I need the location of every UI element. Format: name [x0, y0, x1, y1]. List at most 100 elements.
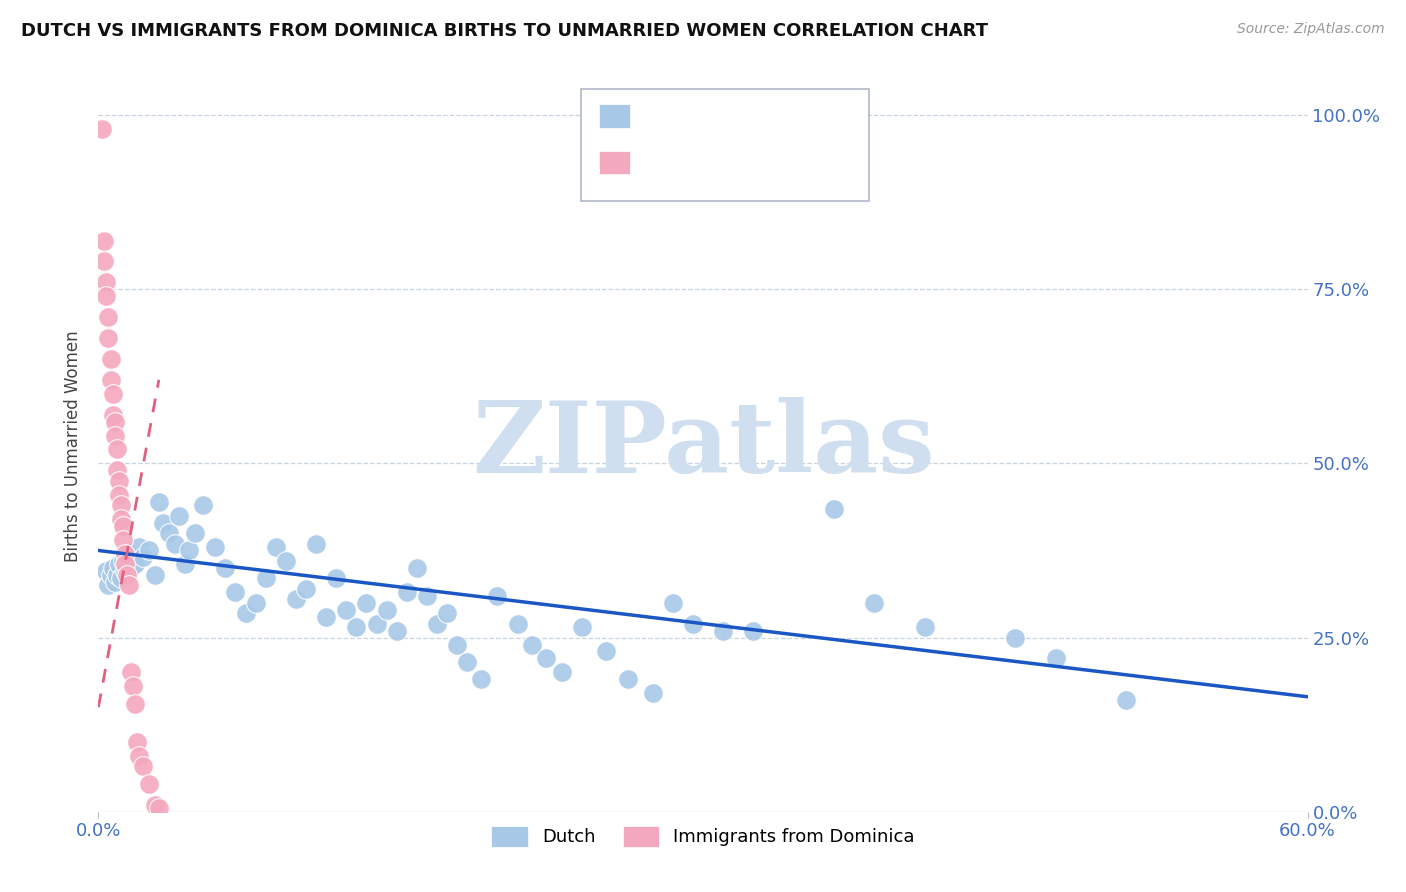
- Point: [335, 603, 357, 617]
- Point: [111, 554, 134, 568]
- Point: [456, 655, 478, 669]
- Point: [111, 533, 134, 547]
- Point: [101, 386, 124, 401]
- Point: [174, 558, 197, 572]
- Point: [446, 638, 468, 652]
- Point: [143, 567, 166, 582]
- Point: [711, 624, 734, 638]
- Point: [167, 508, 190, 523]
- Point: [103, 428, 125, 442]
- Point: [325, 571, 347, 585]
- Point: [115, 567, 138, 582]
- Point: [506, 616, 529, 631]
- Text: N = 72: N = 72: [778, 107, 838, 125]
- Point: [124, 697, 146, 711]
- Point: [128, 749, 150, 764]
- Point: [91, 122, 114, 136]
- Text: N = 34: N = 34: [778, 153, 838, 171]
- Legend: Dutch, Immigrants from Dominica: Dutch, Immigrants from Dominica: [484, 819, 922, 854]
- Point: [120, 561, 142, 575]
- Point: [152, 516, 174, 530]
- Point: [103, 574, 125, 589]
- Point: [264, 540, 287, 554]
- Point: [823, 501, 845, 516]
- Point: [356, 596, 378, 610]
- Point: [315, 609, 337, 624]
- Point: [416, 589, 439, 603]
- Point: [111, 519, 134, 533]
- Point: [1115, 693, 1137, 707]
- Point: [121, 679, 143, 693]
- Point: [682, 616, 704, 631]
- Point: [148, 801, 170, 815]
- Point: [143, 797, 166, 812]
- Point: [107, 488, 129, 502]
- Point: [100, 373, 122, 387]
- Point: [124, 558, 146, 572]
- Point: [204, 540, 226, 554]
- Point: [105, 567, 128, 582]
- Point: [641, 686, 664, 700]
- Point: [395, 585, 418, 599]
- Point: [436, 606, 458, 620]
- Point: [96, 565, 118, 579]
- Point: [163, 536, 186, 550]
- Point: [103, 415, 125, 429]
- Point: [118, 547, 141, 561]
- Point: [1004, 631, 1026, 645]
- Point: [132, 759, 155, 773]
- Point: [274, 554, 297, 568]
- Point: [193, 498, 215, 512]
- Point: [520, 638, 543, 652]
- Point: [110, 571, 132, 585]
- Point: [224, 585, 246, 599]
- Point: [96, 275, 118, 289]
- Point: [132, 550, 155, 565]
- Point: [97, 578, 120, 592]
- Point: [107, 558, 129, 572]
- Text: DUTCH VS IMMIGRANTS FROM DOMINICA BIRTHS TO UNMARRIED WOMEN CORRELATION CHART: DUTCH VS IMMIGRANTS FROM DOMINICA BIRTHS…: [21, 22, 988, 40]
- Point: [105, 463, 128, 477]
- Point: [661, 596, 683, 610]
- Point: [105, 442, 128, 457]
- Point: [184, 526, 207, 541]
- Point: [235, 606, 257, 620]
- Point: [97, 310, 120, 325]
- Text: R = -0.458: R = -0.458: [638, 107, 738, 125]
- Point: [617, 673, 640, 687]
- Point: [125, 735, 148, 749]
- Point: [118, 578, 141, 592]
- Point: [1045, 651, 1067, 665]
- Point: [305, 536, 328, 550]
- Point: [110, 498, 132, 512]
- Point: [148, 494, 170, 508]
- Point: [100, 351, 122, 366]
- Point: [96, 289, 118, 303]
- Point: [138, 777, 160, 791]
- Point: [97, 331, 120, 345]
- Point: [100, 567, 122, 582]
- Point: [571, 620, 593, 634]
- Point: [128, 540, 150, 554]
- Point: [101, 408, 124, 422]
- Point: [551, 665, 574, 680]
- Point: [93, 254, 115, 268]
- Point: [375, 603, 398, 617]
- Point: [426, 616, 449, 631]
- Point: [245, 596, 267, 610]
- Point: [254, 571, 277, 585]
- Point: [295, 582, 318, 596]
- Point: [470, 673, 492, 687]
- Point: [138, 543, 160, 558]
- Point: [914, 620, 936, 634]
- Point: [284, 592, 307, 607]
- Point: [214, 561, 236, 575]
- Point: [863, 596, 886, 610]
- Point: [742, 624, 765, 638]
- Point: [114, 565, 136, 579]
- Point: [120, 665, 142, 680]
- Point: [179, 543, 201, 558]
- Point: [114, 547, 136, 561]
- Point: [405, 561, 427, 575]
- Point: [534, 651, 557, 665]
